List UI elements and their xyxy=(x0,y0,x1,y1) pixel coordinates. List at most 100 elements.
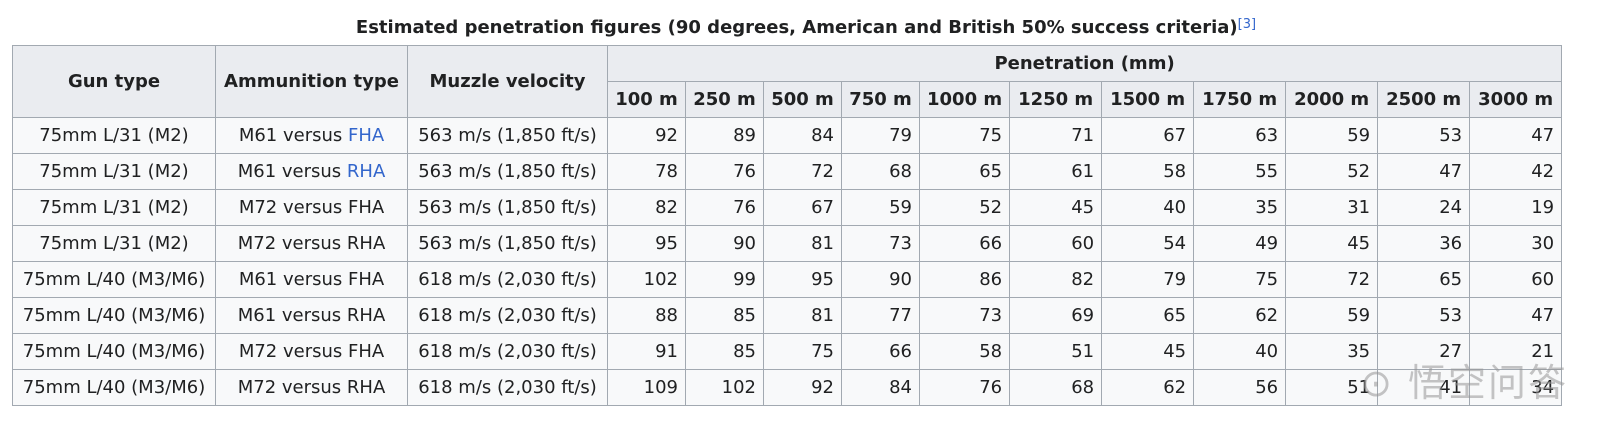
cell-gun-type: 75mm L/40 (M3/M6) xyxy=(12,297,216,334)
cell-penetration-value: 68 xyxy=(1009,369,1103,406)
cell-penetration-value: 51 xyxy=(1009,333,1103,370)
header-penetration: Penetration (mm) xyxy=(606,45,1563,82)
cell-penetration-value: 84 xyxy=(763,117,842,154)
cell-penetration-value: 90 xyxy=(841,261,920,298)
cell-penetration-value: 68 xyxy=(841,153,920,190)
armor-label: RHA xyxy=(346,305,386,326)
cell-penetration-value: 59 xyxy=(1285,117,1379,154)
cell-penetration-value: 35 xyxy=(1285,333,1379,370)
cell-penetration-value: 89 xyxy=(685,117,764,154)
armor-label: FHA xyxy=(347,197,385,218)
cell-penetration-value: 76 xyxy=(918,369,1011,406)
table-row: 75mm L/40 (M3/M6) M72 versus RHA 618 m/s (… xyxy=(12,369,1563,406)
cell-penetration-value: 53 xyxy=(1377,117,1471,154)
cell-penetration-value: 24 xyxy=(1377,189,1471,226)
cell-penetration-value: 82 xyxy=(1009,261,1103,298)
table-caption: Estimated penetration figures (90 degree… xyxy=(0,14,1612,42)
cell-penetration-value: 65 xyxy=(1101,297,1195,334)
cell-penetration-value: 58 xyxy=(918,333,1011,370)
cell-gun-type: 75mm L/31 (M2) xyxy=(12,225,216,262)
cell-penetration-value: 51 xyxy=(1285,369,1379,406)
header-row-ranges: 100 m 250 m 500 m 750 m 1000 m 1250 m 1500 m 17… xyxy=(13,81,1563,118)
header-gun-type: Gun type xyxy=(12,45,216,118)
cell-penetration-value: 54 xyxy=(1101,225,1195,262)
cell-penetration-value: 88 xyxy=(607,297,686,334)
cell-ammunition-type: M72 versus FHA xyxy=(215,189,408,226)
cell-penetration-value: 109 xyxy=(607,369,686,406)
armor-label: FHA xyxy=(347,269,385,290)
cell-penetration-value: 49 xyxy=(1193,225,1287,262)
ammunition-label: M61 versus xyxy=(238,269,348,290)
armor-link[interactable]: FHA xyxy=(347,125,385,146)
header-range: 500 m xyxy=(763,81,842,118)
cell-gun-type: 75mm L/40 (M3/M6) xyxy=(12,333,216,370)
cell-penetration-value: 85 xyxy=(685,297,764,334)
cell-penetration-value: 75 xyxy=(763,333,842,370)
cell-penetration-value: 79 xyxy=(841,117,920,154)
cell-penetration-value: 34 xyxy=(1469,369,1563,406)
cell-penetration-value: 75 xyxy=(1193,261,1287,298)
cell-gun-type: 75mm L/31 (M2) xyxy=(12,153,216,190)
cell-penetration-value: 59 xyxy=(1285,297,1379,334)
cell-penetration-value: 66 xyxy=(918,225,1011,262)
cell-penetration-value: 95 xyxy=(607,225,686,262)
table-row: 75mm L/31 (M2) M61 versus FHA 563 m/s (1,8… xyxy=(12,117,1563,154)
cell-penetration-value: 81 xyxy=(763,225,842,262)
cell-penetration-value: 41 xyxy=(1377,369,1471,406)
cell-penetration-value: 30 xyxy=(1469,225,1563,262)
cell-gun-type: 75mm L/40 (M3/M6) xyxy=(12,261,216,298)
cell-penetration-value: 52 xyxy=(918,189,1011,226)
cell-penetration-value: 60 xyxy=(1009,225,1103,262)
cell-penetration-value: 65 xyxy=(1377,261,1471,298)
reference-link[interactable]: [3] xyxy=(1237,17,1257,32)
cell-penetration-value: 72 xyxy=(1285,261,1379,298)
cell-penetration-value: 40 xyxy=(1101,189,1195,226)
cell-muzzle-velocity: 618 m/s (2,030 ft/s) xyxy=(407,333,608,370)
ammunition-label: M72 versus xyxy=(237,377,347,398)
header-range: 1500 m xyxy=(1101,81,1195,118)
cell-penetration-value: 77 xyxy=(841,297,920,334)
header-range: 1750 m xyxy=(1193,81,1287,118)
penetration-table: Gun type Ammunition type Muzzle velocity… xyxy=(12,45,1563,406)
ammunition-label: M72 versus xyxy=(237,233,347,254)
cell-penetration-value: 90 xyxy=(685,225,764,262)
cell-ammunition-type: M72 versus FHA xyxy=(215,333,408,370)
cell-penetration-value: 84 xyxy=(841,369,920,406)
header-range: 3000 m xyxy=(1469,81,1563,118)
armor-link[interactable]: RHA xyxy=(346,161,386,182)
cell-penetration-value: 66 xyxy=(841,333,920,370)
cell-ammunition-type: M61 versus RHA xyxy=(215,297,408,334)
cell-ammunition-type: M61 versus FHA xyxy=(215,261,408,298)
cell-penetration-value: 67 xyxy=(763,189,842,226)
cell-penetration-value: 47 xyxy=(1469,117,1563,154)
cell-penetration-value: 78 xyxy=(607,153,686,190)
cell-penetration-value: 76 xyxy=(685,153,764,190)
cell-penetration-value: 42 xyxy=(1469,153,1563,190)
table-row: 75mm L/40 (M3/M6) M61 versus FHA 618 m/s (… xyxy=(12,261,1563,298)
cell-penetration-value: 85 xyxy=(685,333,764,370)
cell-penetration-value: 81 xyxy=(763,297,842,334)
header-ammunition-type: Ammunition type xyxy=(215,45,408,118)
cell-muzzle-velocity: 618 m/s (2,030 ft/s) xyxy=(407,261,608,298)
ammunition-label: M61 versus xyxy=(237,161,347,182)
cell-penetration-value: 58 xyxy=(1101,153,1195,190)
cell-penetration-value: 45 xyxy=(1101,333,1195,370)
armor-label: RHA xyxy=(346,377,386,398)
cell-penetration-value: 92 xyxy=(607,117,686,154)
ammunition-label: M61 versus xyxy=(237,305,347,326)
cell-penetration-value: 45 xyxy=(1009,189,1103,226)
cell-penetration-value: 61 xyxy=(1009,153,1103,190)
cell-muzzle-velocity: 563 m/s (1,850 ft/s) xyxy=(407,117,608,154)
cell-penetration-value: 75 xyxy=(918,117,1011,154)
cell-penetration-value: 72 xyxy=(763,153,842,190)
table-row: 75mm L/40 (M3/M6) M61 versus RHA 618 m/s (… xyxy=(12,297,1563,334)
table-row: 75mm L/40 (M3/M6) M72 versus FHA 618 m/s (… xyxy=(12,333,1563,370)
cell-penetration-value: 55 xyxy=(1193,153,1287,190)
cell-penetration-value: 47 xyxy=(1377,153,1471,190)
cell-penetration-value: 21 xyxy=(1469,333,1563,370)
cell-muzzle-velocity: 563 m/s (1,850 ft/s) xyxy=(407,225,608,262)
header-row-top: Gun type Ammunition type Muzzle velocity… xyxy=(12,45,1563,118)
cell-penetration-value: 60 xyxy=(1469,261,1563,298)
cell-penetration-value: 73 xyxy=(841,225,920,262)
cell-penetration-value: 36 xyxy=(1377,225,1471,262)
